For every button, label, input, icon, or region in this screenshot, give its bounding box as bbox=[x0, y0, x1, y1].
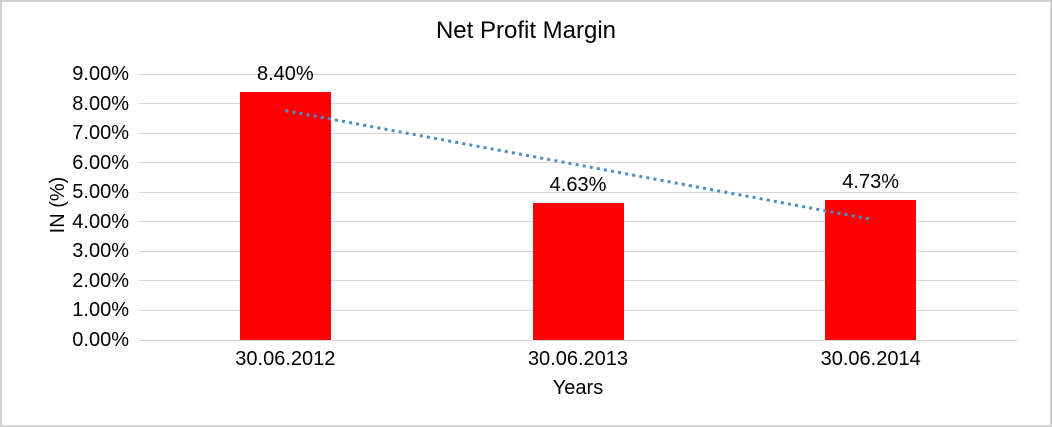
y-tick-label-8: 8.00% bbox=[72, 92, 129, 115]
y-tick-label-4: 4.00% bbox=[72, 210, 129, 233]
data-label-30.06.2013: 4.63% bbox=[549, 174, 607, 197]
x-tick-label-30.06.2013: 30.06.2013 bbox=[527, 348, 629, 370]
chart-title: Net Profit Margin bbox=[435, 17, 617, 44]
gridline bbox=[139, 191, 1017, 193]
data-label-30.06.2014: 4.73% bbox=[842, 171, 900, 194]
data-label-30.06.2012: 8.40% bbox=[256, 62, 314, 85]
y-tick-label-6: 6.00% bbox=[72, 151, 129, 174]
y-tick-label-5: 5.00% bbox=[72, 181, 129, 204]
plot-area: 8.40% 4.63% 4.73% bbox=[139, 63, 1017, 341]
y-tick-label-9: 9.00% bbox=[72, 63, 129, 85]
gridline bbox=[139, 339, 1017, 341]
y-tick-label-7: 7.00% bbox=[72, 122, 129, 145]
trendline-segment bbox=[285, 109, 871, 221]
y-tick-label-0: 0.00% bbox=[72, 329, 129, 351]
y-tick-label-1: 1.00% bbox=[72, 299, 129, 322]
x-tick-label-30.06.2014: 30.06.2014 bbox=[820, 348, 921, 370]
bar-30.06.2014 bbox=[825, 200, 917, 340]
y-tick-label-2: 2.00% bbox=[72, 269, 129, 292]
gridline bbox=[139, 73, 1017, 75]
gridline bbox=[139, 103, 1017, 105]
gridline bbox=[139, 162, 1017, 164]
y-tick-label-3: 3.00% bbox=[72, 240, 129, 263]
x-tick-label-30.06.2012: 30.06.2012 bbox=[235, 348, 336, 370]
linear-trendline bbox=[285, 109, 871, 221]
gridline bbox=[139, 132, 1017, 134]
bar-30.06.2012 bbox=[239, 91, 331, 340]
x-axis-title: Years bbox=[552, 377, 604, 399]
bar-30.06.2013 bbox=[532, 203, 624, 340]
